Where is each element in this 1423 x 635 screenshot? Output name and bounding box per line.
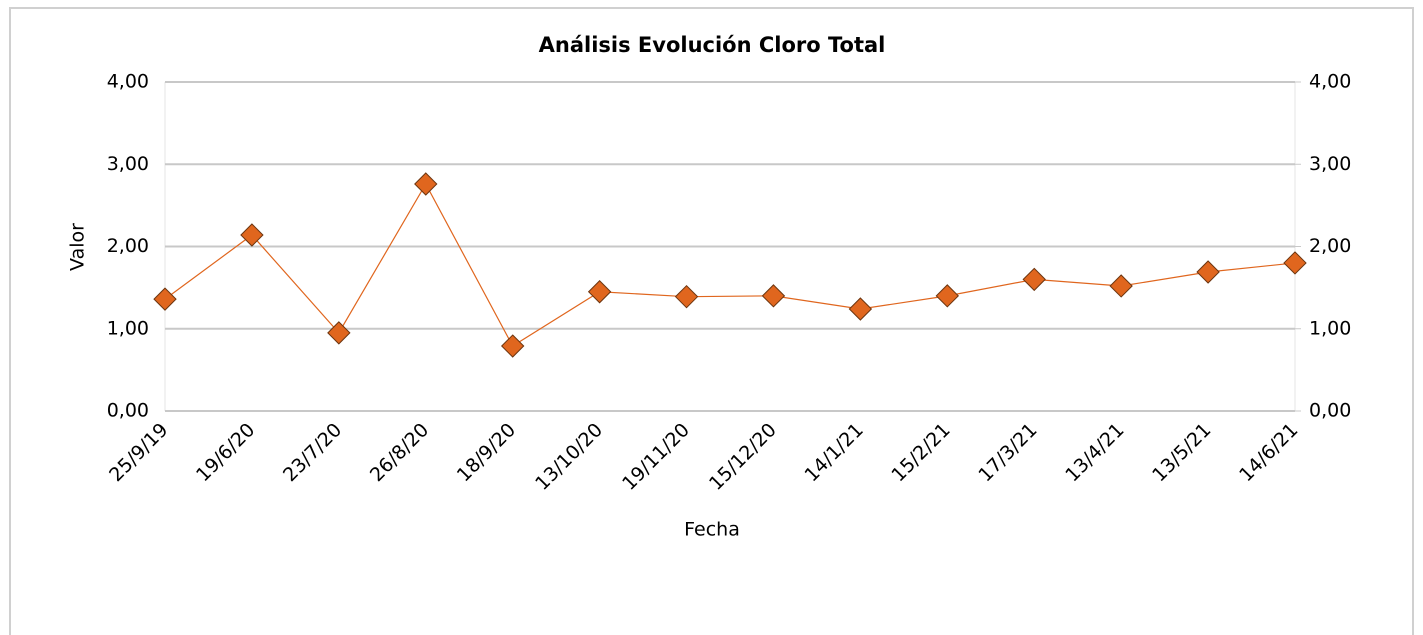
data-point xyxy=(1022,267,1046,292)
data-point xyxy=(1109,274,1133,298)
y-axis-label: Valor xyxy=(67,223,89,271)
x-tick-label: 26/8/20 xyxy=(366,419,433,486)
data-point xyxy=(674,284,699,309)
data-point xyxy=(500,334,525,358)
x-tick-label: 17/3/21 xyxy=(974,419,1041,486)
x-tick-label: 19/11/20 xyxy=(618,419,694,495)
y2-tick-label: 0,00 xyxy=(1309,400,1351,422)
y2-tick-label: 1,00 xyxy=(1309,317,1351,339)
x-tick-label: 13/4/21 xyxy=(1061,419,1128,486)
data-point xyxy=(153,287,177,311)
chart-title: Análisis Evolución Cloro Total xyxy=(539,33,886,57)
data-point xyxy=(240,223,264,247)
data-point xyxy=(1196,260,1220,284)
x-axis-label: Fecha xyxy=(684,519,740,541)
x-tick-label: 13/5/21 xyxy=(1148,419,1215,486)
x-tick-label: 19/6/20 xyxy=(192,419,259,486)
data-point xyxy=(935,284,960,308)
y-tick-label: 3,00 xyxy=(107,153,149,175)
x-tick-label: 15/2/21 xyxy=(887,419,954,486)
x-tick-label: 13/10/20 xyxy=(531,419,607,495)
y-tick-label: 0,00 xyxy=(107,400,149,422)
y2-tick-label: 3,00 xyxy=(1309,153,1351,175)
data-point xyxy=(1283,251,1307,275)
x-tick-label: 14/1/21 xyxy=(800,419,867,486)
y2-tick-label: 4,00 xyxy=(1309,71,1351,93)
data-point xyxy=(848,297,873,321)
x-tick-label: 18/9/20 xyxy=(453,419,520,486)
data-point xyxy=(761,284,786,308)
y-tick-label: 2,00 xyxy=(107,235,149,257)
data-point xyxy=(587,280,612,304)
x-tick-label: 14/6/21 xyxy=(1235,419,1302,486)
x-tick-label: 25/9/19 xyxy=(105,419,172,486)
x-tick-label: 15/12/20 xyxy=(705,419,781,495)
y-tick-label: 4,00 xyxy=(107,71,149,93)
chart-frame xyxy=(9,7,1414,635)
x-tick-label: 23/7/20 xyxy=(279,419,346,486)
y2-tick-label: 2,00 xyxy=(1309,235,1351,257)
data-point xyxy=(327,321,351,345)
data-point xyxy=(414,172,438,196)
series-line xyxy=(164,182,1296,347)
y-tick-label: 1,00 xyxy=(107,317,149,339)
